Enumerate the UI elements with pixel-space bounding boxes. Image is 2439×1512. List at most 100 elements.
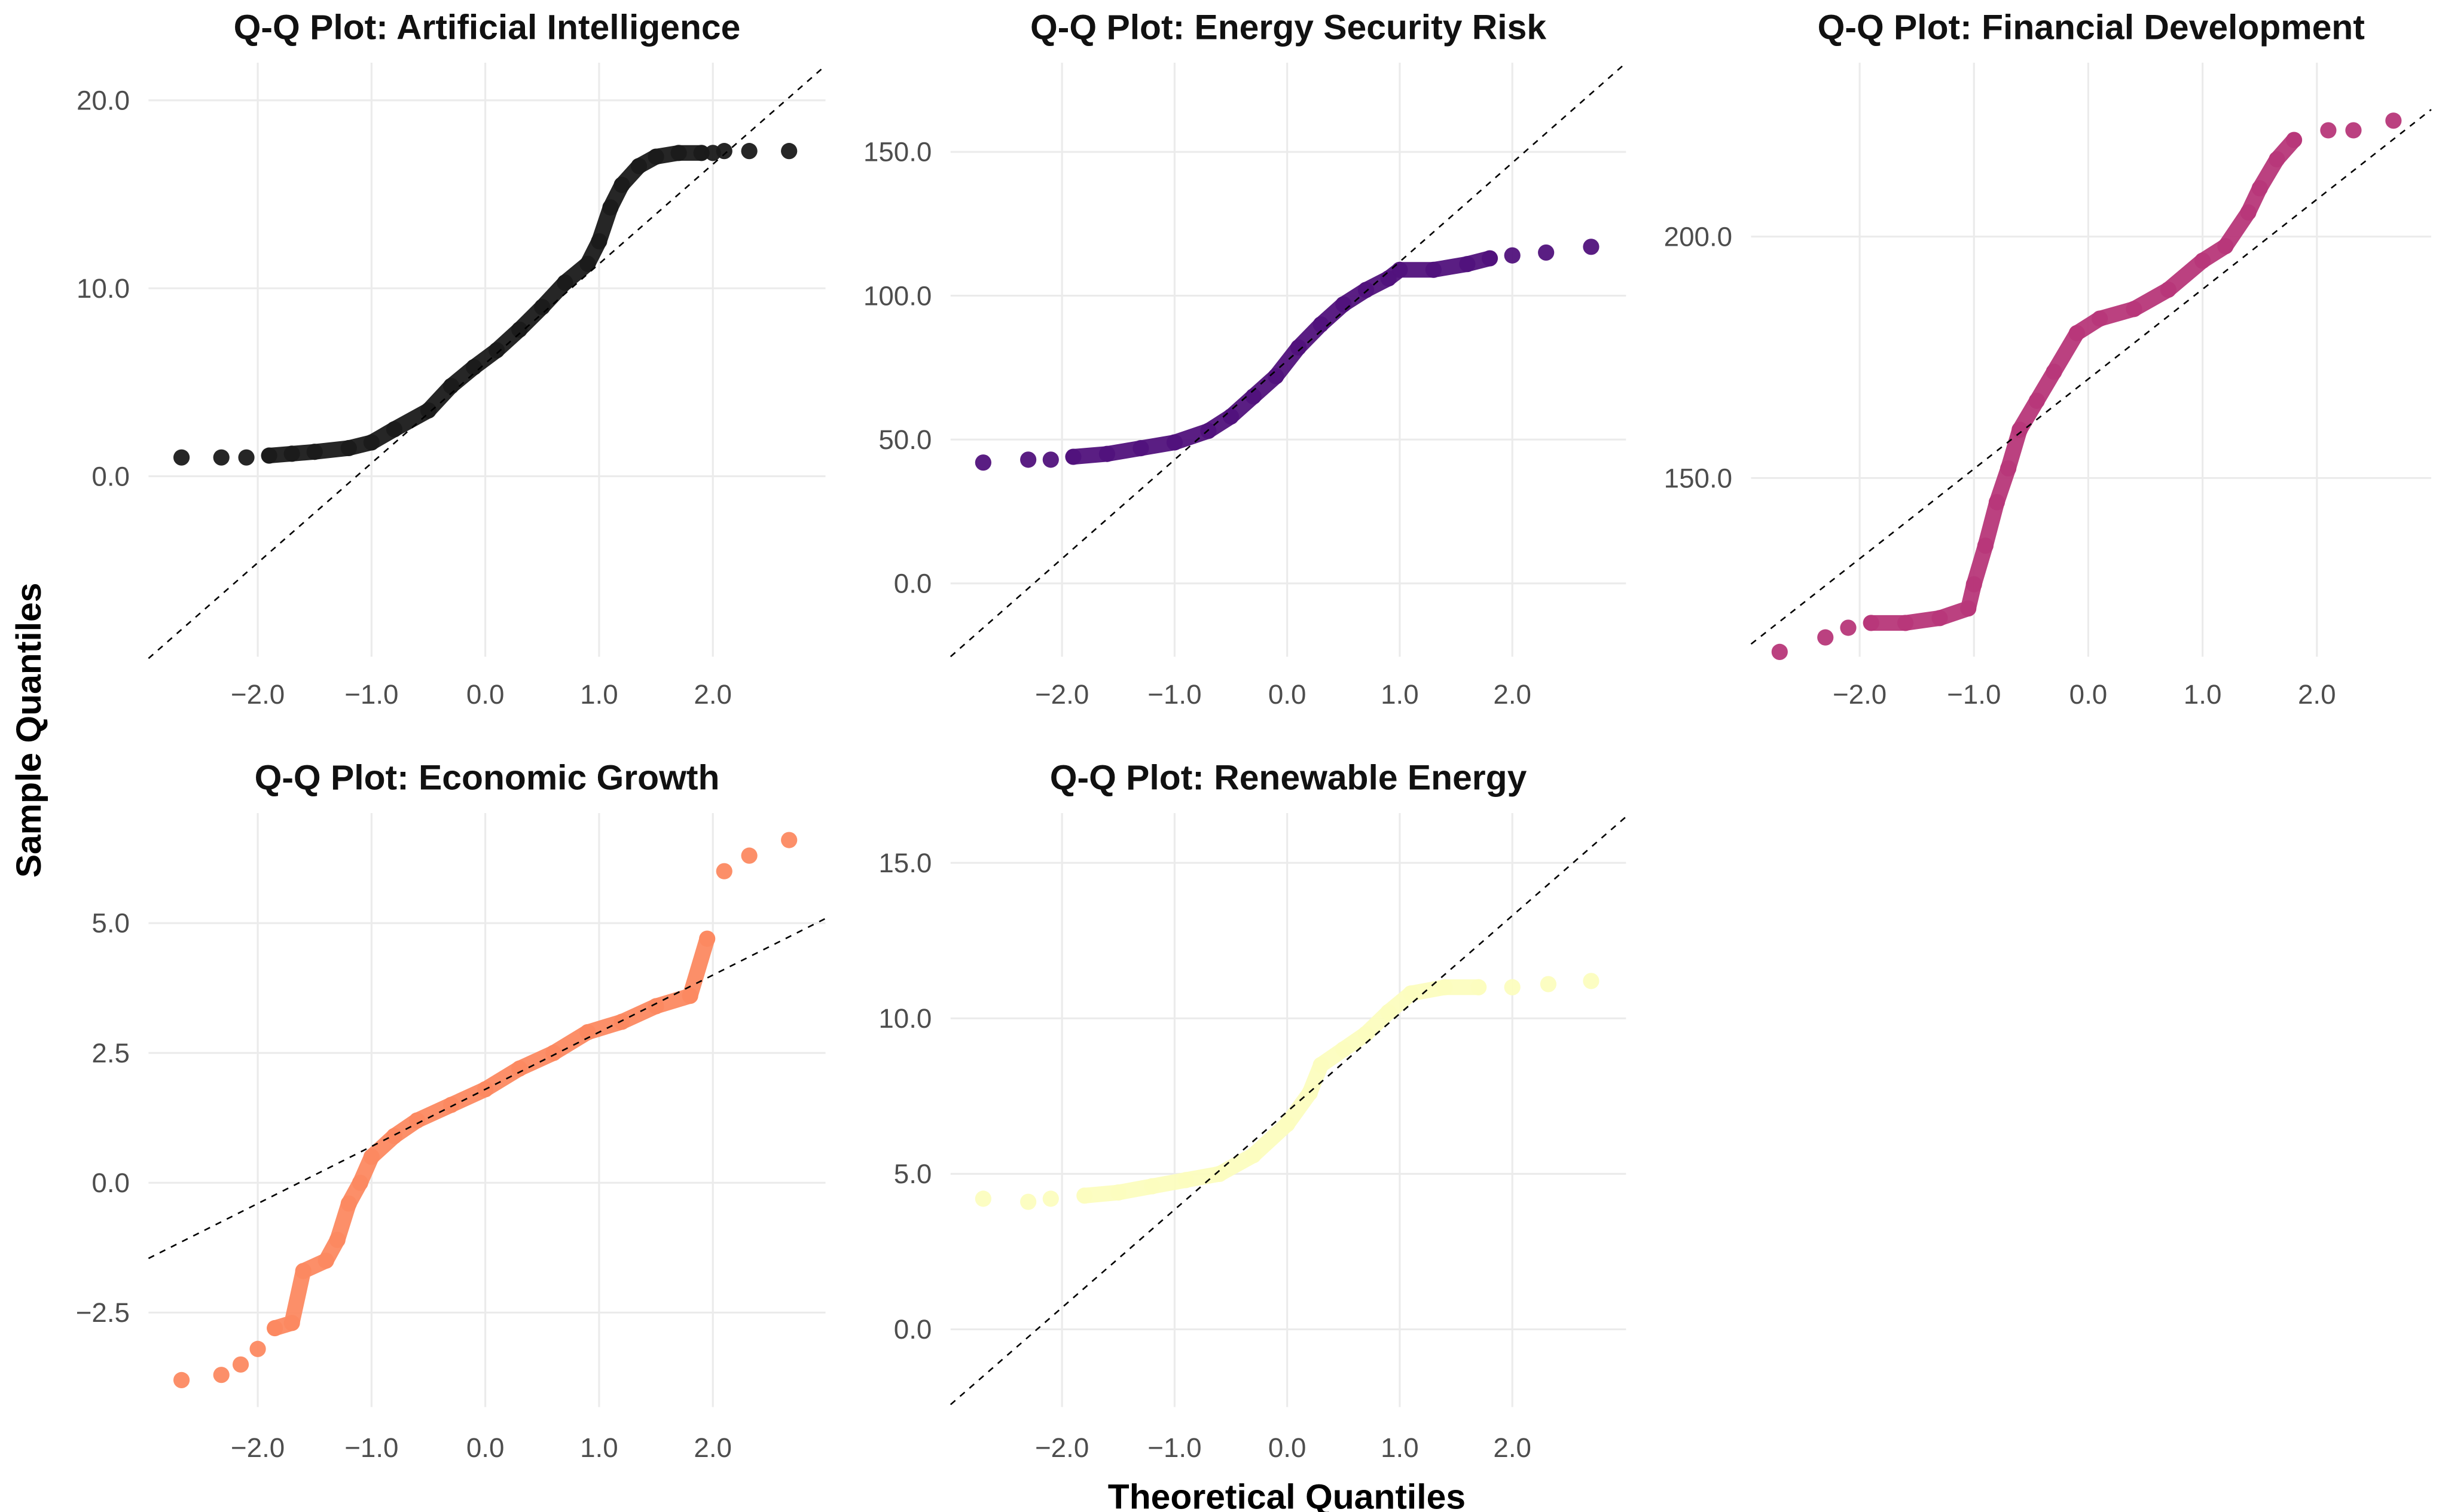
y-tick-label: 2.5 — [91, 1038, 130, 1068]
data-point — [781, 143, 798, 160]
data-point — [1863, 615, 1879, 631]
data-point — [295, 1263, 312, 1279]
data-point — [2000, 460, 2017, 477]
panel-4: Q-Q Plot: Renewable Energy −2.0 −1.0 0.0 1.0… — [878, 759, 1627, 1463]
data-point — [408, 1112, 426, 1129]
data-point — [1391, 261, 1408, 278]
data-point — [306, 444, 323, 460]
data-point — [716, 863, 732, 879]
data-point — [1211, 1165, 1228, 1182]
data-point — [1177, 1172, 1194, 1189]
data-point — [340, 439, 357, 457]
x-tick-label: −1.0 — [344, 1432, 398, 1463]
data-point — [2011, 421, 2028, 438]
data-point — [213, 1367, 230, 1383]
data-point — [557, 274, 573, 291]
data-point — [2160, 281, 2177, 298]
data-point — [1245, 388, 1262, 405]
data-point — [1380, 1004, 1397, 1021]
data-point — [442, 1096, 460, 1113]
x-tick-label: −2.0 — [1035, 1432, 1089, 1463]
data-point — [386, 1128, 403, 1144]
x-tick-label: −2.0 — [231, 679, 285, 710]
data-point — [1312, 316, 1329, 333]
data-point — [741, 847, 758, 864]
data-point — [2046, 364, 2062, 380]
point-cluster — [267, 931, 715, 1336]
y-tick-label: 150.0 — [1664, 463, 1733, 493]
data-point — [283, 445, 300, 462]
data-point — [1020, 451, 1037, 468]
y-tick-label: 100.0 — [863, 280, 932, 311]
data-point — [613, 1013, 630, 1030]
y-tick-label: 20.0 — [77, 85, 130, 115]
data-point — [2320, 122, 2337, 139]
data-point — [173, 1372, 190, 1388]
data-point — [1504, 247, 1521, 264]
data-point — [238, 449, 255, 466]
data-point — [670, 145, 687, 161]
data-point — [1960, 600, 1977, 617]
y-tick-label: 0.0 — [894, 1314, 932, 1345]
data-point — [1132, 440, 1149, 457]
data-point — [1840, 619, 1857, 636]
data-point — [2126, 301, 2142, 317]
data-point — [579, 1024, 596, 1041]
x-tick-label: 1.0 — [580, 1432, 618, 1463]
y-tick-label: 0.0 — [91, 461, 130, 491]
data-point — [2028, 392, 2046, 409]
x-tick-label: −1.0 — [1147, 1432, 1201, 1463]
data-point — [613, 176, 630, 193]
data-point — [386, 421, 403, 438]
data-point — [1988, 494, 2005, 511]
data-point — [1436, 979, 1453, 995]
x-tick-label: 0.0 — [466, 1432, 505, 1463]
data-point — [1540, 976, 1557, 992]
data-point — [1357, 1025, 1375, 1042]
data-point — [352, 1174, 368, 1191]
x-tick-label: 0.0 — [2069, 679, 2108, 710]
y-tick-label: 200.0 — [1664, 221, 1733, 252]
data-point — [1459, 256, 1476, 273]
data-point — [511, 321, 528, 338]
data-point — [1425, 261, 1442, 278]
data-point — [1504, 979, 1521, 995]
x-tick-label: 1.0 — [1381, 1432, 1419, 1463]
data-point — [2240, 204, 2257, 221]
data-point — [1110, 1184, 1127, 1201]
y-tick-label: 15.0 — [878, 848, 932, 878]
y-tick-label: 5.0 — [894, 1159, 932, 1189]
data-point — [466, 359, 483, 375]
data-point — [2217, 238, 2234, 255]
panel-0: Q-Q Plot: Artificial Intelligence −2.0 −1.… — [77, 8, 826, 710]
x-tick-label: −1.0 — [1947, 679, 2001, 710]
data-point — [1144, 1178, 1161, 1195]
data-point — [363, 434, 380, 451]
data-point — [1098, 445, 1116, 462]
data-point — [2091, 310, 2108, 327]
data-point — [329, 1232, 346, 1248]
data-point — [1897, 615, 1914, 631]
y-tick-label: 150.0 — [863, 137, 932, 167]
data-point — [2285, 132, 2303, 148]
x-tick-label: −2.0 — [231, 1432, 285, 1463]
data-point — [173, 449, 190, 466]
point-cluster — [1863, 132, 2302, 631]
data-point — [1076, 1187, 1093, 1204]
data-point — [511, 1060, 528, 1077]
x-tick-label: 2.0 — [2298, 679, 2336, 710]
data-point — [489, 342, 505, 359]
data-point — [213, 449, 230, 466]
data-point — [1538, 244, 1555, 261]
data-point — [1042, 1190, 1059, 1207]
data-point — [975, 454, 991, 471]
data-point — [1931, 610, 1948, 627]
data-point — [1042, 451, 1059, 468]
data-point — [1020, 1193, 1037, 1210]
data-point — [1312, 1056, 1329, 1073]
data-point — [2269, 151, 2285, 168]
data-point — [1357, 282, 1375, 298]
data-point — [1290, 339, 1307, 356]
data-point — [741, 143, 758, 160]
